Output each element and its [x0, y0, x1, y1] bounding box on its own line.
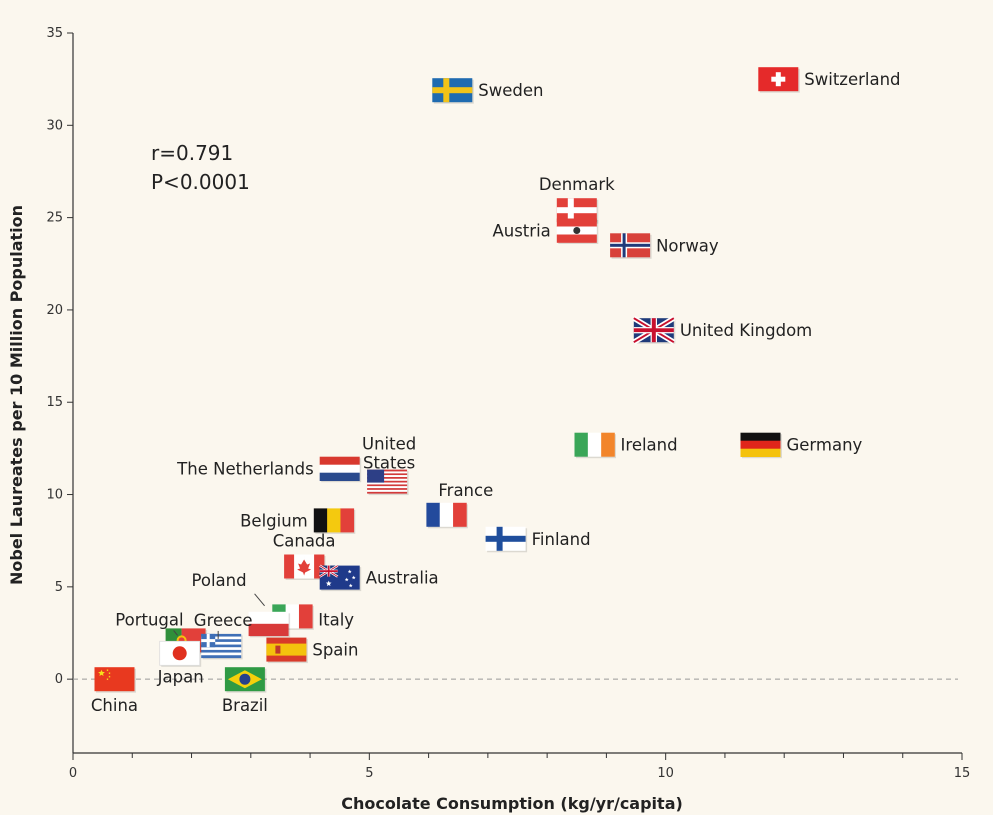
- leader-line: [254, 593, 265, 607]
- country-label: The Netherlands: [176, 460, 314, 479]
- country-label: Belgium: [240, 511, 308, 530]
- austria-flag: [556, 218, 599, 244]
- y-tick-label: 15: [46, 395, 63, 410]
- ireland-flag: [574, 432, 616, 459]
- y-tick-label: 10: [46, 488, 63, 503]
- france-flag: [426, 502, 468, 529]
- country-label: Italy: [318, 610, 354, 629]
- country-label: Brazil: [222, 696, 268, 715]
- x-tick-label: 0: [69, 766, 77, 781]
- data-point: Denmark: [539, 175, 615, 224]
- country-label: Portugal: [115, 610, 183, 629]
- country-label: Switzerland: [804, 70, 900, 89]
- data-point: Austria: [492, 218, 599, 244]
- country-label: States: [363, 454, 415, 473]
- china-flag: [94, 667, 136, 693]
- country-label: Japan: [157, 667, 204, 686]
- y-tick-label: 5: [55, 580, 63, 595]
- data-point: Spain: [266, 637, 358, 664]
- data-point: Australia: [319, 564, 439, 592]
- y-tick-label: 0: [55, 672, 63, 687]
- country-label: United: [362, 435, 416, 454]
- y-axis-title: Nobel Laureates per 10 Million Populatio…: [7, 205, 26, 585]
- country-label: Australia: [366, 569, 439, 588]
- country-label: Ireland: [621, 436, 678, 455]
- correlation-label: r=0.791: [151, 141, 233, 165]
- country-label: Finland: [532, 530, 591, 549]
- spain-flag: [266, 637, 308, 664]
- country-label: Sweden: [478, 81, 543, 100]
- australia-flag: [319, 564, 362, 592]
- y-tick-label: 35: [46, 26, 63, 41]
- x-tick-label: 5: [365, 766, 373, 781]
- axes: 0 5 10 15 20 25 30 35 0 5 10 15: [46, 26, 970, 781]
- data-point: China: [91, 667, 138, 715]
- data-point: Sweden: [432, 78, 544, 104]
- country-label: France: [438, 481, 493, 500]
- japan-flag: [159, 640, 202, 667]
- data-point: The Netherlands: [176, 456, 362, 483]
- country-label: Germany: [786, 436, 862, 455]
- data-point: Belgium: [240, 508, 356, 534]
- sweden-flag: [432, 78, 474, 104]
- data-point: United Kingdom: [632, 315, 812, 345]
- switzerland-flag: [758, 67, 800, 93]
- greece-flag: [201, 633, 243, 660]
- belgium-flag: [313, 508, 356, 534]
- data-point: Norway: [610, 233, 719, 259]
- x-tick-label: 15: [954, 766, 971, 781]
- germany-flag: [740, 432, 782, 459]
- x-tick-label: 10: [657, 766, 674, 781]
- data-point: France: [426, 481, 493, 529]
- country-label: United Kingdom: [680, 321, 812, 340]
- united-states-flag: [367, 469, 409, 496]
- leader-line: [173, 630, 178, 636]
- x-axis-title: Chocolate Consumption (kg/yr/capita): [341, 794, 683, 813]
- data-point: Brazil: [222, 667, 268, 715]
- country-label: Spain: [312, 641, 358, 660]
- data-points: Switzerland Sweden Denmark Austria Norway Uni…: [91, 67, 901, 715]
- netherlands-flag: [319, 456, 362, 483]
- finland-flag: [485, 526, 528, 553]
- data-point: Japan: [157, 640, 204, 686]
- country-label: Austria: [492, 222, 550, 241]
- data-point: Finland: [485, 526, 591, 553]
- country-label: Greece: [194, 611, 253, 630]
- y-tick-label: 25: [46, 211, 63, 226]
- country-label: Poland: [191, 571, 246, 590]
- country-label: Norway: [656, 236, 719, 255]
- data-point: Switzerland: [758, 67, 901, 93]
- country-label: Canada: [273, 532, 336, 551]
- data-point: Germany: [740, 432, 863, 459]
- poland-flag: [248, 611, 291, 638]
- country-label: China: [91, 696, 138, 715]
- data-point: Poland: [191, 571, 291, 638]
- united-kingdom-flag: [632, 315, 676, 345]
- brazil-flag: [224, 667, 267, 693]
- canada-flag: [284, 554, 326, 580]
- y-tick-label: 30: [46, 118, 63, 133]
- data-point: Ireland: [574, 432, 678, 459]
- country-label: Denmark: [539, 175, 615, 194]
- norway-flag: [610, 233, 652, 259]
- data-point: Greece: [194, 611, 253, 660]
- stats-annotation: r=0.791 P<0.0001: [151, 141, 250, 194]
- p-value-label: P<0.0001: [151, 170, 250, 194]
- y-tick-label: 20: [46, 303, 63, 318]
